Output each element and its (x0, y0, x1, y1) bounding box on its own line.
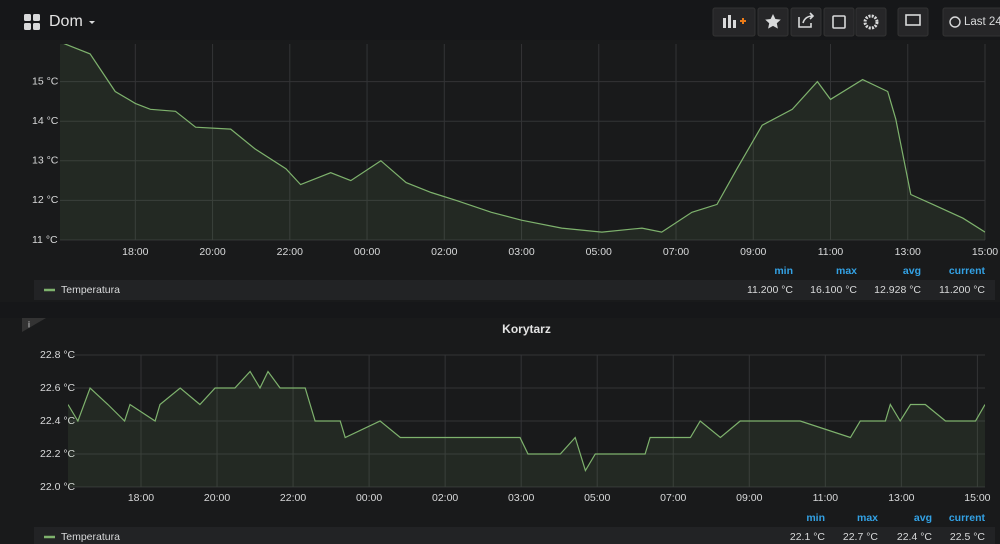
x-tick-label: 00:00 (356, 492, 382, 504)
caret (89, 21, 95, 24)
icon (33, 14, 40, 21)
icon (798, 12, 815, 28)
x-tick-label: 11:00 (818, 246, 844, 258)
legend-value: 22.4 °C (897, 531, 933, 543)
view-mode-button[interactable] (897, 7, 929, 37)
series-line (68, 370, 985, 472)
icon (765, 14, 781, 29)
panel-title: Korytarz (502, 322, 551, 336)
x-tick-label: 15:00 (972, 246, 998, 258)
toolbar: Last 24 (712, 7, 1000, 37)
icon (24, 23, 31, 30)
x-tick-label: 02:00 (432, 492, 458, 504)
y-tick-label: 13 °C (32, 155, 59, 167)
area-fill (68, 371, 985, 487)
y-tick-label: 22.8 °C (40, 349, 76, 361)
legend-column-header: current (949, 265, 986, 277)
settings-button[interactable] (855, 7, 887, 37)
share-button[interactable] (790, 7, 822, 37)
legend-row (34, 280, 995, 300)
x-tick-label: 22:00 (280, 492, 306, 504)
legend-value: 22.5 °C (950, 531, 986, 543)
icon (24, 14, 31, 21)
y-tick-label: 22.6 °C (40, 382, 76, 394)
x-tick-label: 13:00 (888, 492, 914, 504)
x-tick-label: 05:00 (584, 492, 610, 504)
x-tick-label: 09:00 (740, 246, 766, 258)
save-button[interactable] (823, 7, 855, 37)
icon (723, 18, 726, 28)
legend-value: 11.200 °C (939, 284, 985, 296)
icon (949, 16, 961, 28)
x-tick-label: 00:00 (354, 246, 380, 258)
x-tick-label: 03:00 (508, 492, 534, 504)
x-tick-label: 07:00 (663, 246, 689, 258)
x-tick-label: 20:00 (204, 492, 230, 504)
legend-value: 11.200 °C (747, 284, 793, 296)
legend-value: 12.928 °C (874, 284, 921, 296)
icon (832, 15, 846, 29)
panel (0, 318, 1000, 544)
legend-column-header: max (836, 265, 857, 277)
x-tick-label: 20:00 (199, 246, 225, 258)
x-tick-label: 18:00 (128, 492, 154, 504)
icon (863, 14, 879, 30)
icon (905, 14, 921, 26)
x-tick-label: 05:00 (586, 246, 612, 258)
legend-column-header: current (949, 512, 986, 524)
panel-info-corner[interactable] (22, 318, 46, 332)
legend-value: 16.100 °C (810, 284, 857, 296)
series-line (63, 44, 985, 233)
x-tick-label: 09:00 (736, 492, 762, 504)
x-tick-label: 13:00 (895, 246, 921, 258)
y-tick-label: 14 °C (32, 115, 59, 127)
x-tick-label: 03:00 (508, 246, 534, 258)
y-tick-label: 22.2 °C (40, 448, 76, 460)
x-tick-label: 02:00 (431, 246, 457, 258)
area-fill (60, 44, 985, 240)
icon (728, 15, 731, 28)
legend-name[interactable]: Temperatura (61, 531, 120, 543)
time-range: Last 24 (964, 16, 1000, 28)
y-tick-label: 11 °C (32, 234, 58, 246)
panel (0, 40, 1000, 302)
x-tick-label: 18:00 (122, 246, 148, 258)
x-tick-label: 15:00 (964, 492, 990, 504)
icon (740, 18, 746, 24)
time-picker-button[interactable] (942, 7, 1000, 37)
y-tick-label: 22.0 °C (40, 481, 76, 493)
x-tick-label: 07:00 (660, 492, 686, 504)
legend-value: 22.1 °C (790, 531, 826, 543)
legend-name[interactable]: Temperatura (61, 284, 120, 296)
icon (33, 23, 40, 30)
legend-row (34, 527, 995, 544)
dashboard-title: Dom (49, 13, 83, 30)
legend-column-header: max (857, 512, 878, 524)
y-tick-label: 12 °C (32, 194, 59, 206)
info-icon: i (28, 319, 30, 329)
y-tick-label: 15 °C (32, 75, 59, 87)
icon (733, 20, 736, 28)
legend-column-header: min (774, 265, 793, 277)
legend-column-header: avg (903, 265, 921, 277)
dashboard-picker[interactable]: Dom (24, 13, 95, 30)
legend-value: 22.7 °C (843, 531, 879, 543)
x-tick-label: 22:00 (277, 246, 303, 258)
x-tick-label: 11:00 (813, 492, 839, 504)
legend-column-header: avg (914, 512, 932, 524)
legend-column-header: min (806, 512, 825, 524)
y-tick-label: 22.4 °C (40, 415, 76, 427)
